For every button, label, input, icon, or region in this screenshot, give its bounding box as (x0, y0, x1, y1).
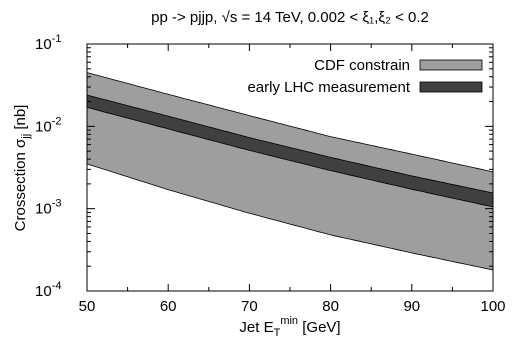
bands-layer (86, 72, 494, 271)
legend-swatch (419, 81, 483, 93)
legend-label: early LHC measurement (247, 79, 410, 96)
y-axis-label: Crossection σjj [nb] (12, 105, 32, 232)
y-tick-label: 10-4 (35, 280, 61, 300)
band-cdf-constrain (86, 72, 494, 271)
x-tick-label: 100 (480, 298, 505, 315)
y-tick-label: 10-2 (35, 115, 61, 135)
x-tick-label: 90 (403, 298, 420, 315)
x-tick-label: 70 (241, 298, 258, 315)
legend: CDF constrain early LHC measurement (247, 57, 483, 96)
y-tick-label: 10-3 (35, 198, 61, 218)
x-axis-label: Jet ETmin [GeV] (239, 315, 340, 339)
x-tick-label: 60 (160, 298, 177, 315)
legend-label: CDF constrain (314, 57, 410, 74)
legend-swatch (419, 59, 483, 71)
ticks-layer (86, 43, 494, 292)
x-tick-label: 80 (322, 298, 339, 315)
x-tick-label: 50 (79, 298, 96, 315)
chart-title: pp -> pjjp, √s = 14 TeV, 0.002 < ξ₁,ξ₂ <… (151, 9, 429, 26)
y-tick-label: 10-1 (35, 33, 61, 53)
